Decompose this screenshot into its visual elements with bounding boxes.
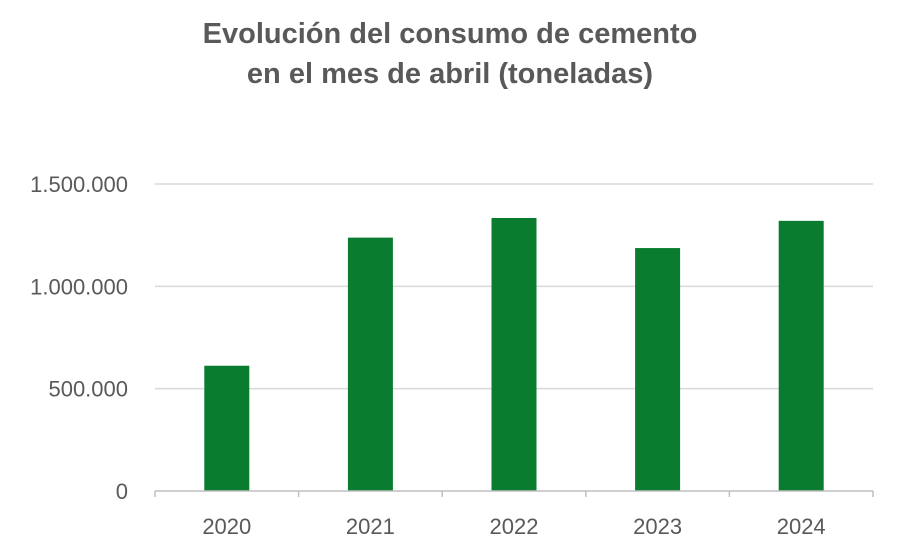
chart-title-line-2: en el mes de abril (toneladas) [246, 58, 654, 90]
y-tick-label: 1.000.000 [30, 274, 128, 299]
x-tick-label: 2023 [633, 514, 682, 539]
bar-2021 [347, 237, 393, 491]
x-tick-label: 2022 [490, 514, 539, 539]
bar-2024 [778, 220, 824, 491]
chart-title-line-1: Evolución del consumo de cemento [202, 18, 698, 50]
y-tick-label: 500.000 [48, 377, 128, 402]
y-tick-label: 1.500.000 [30, 172, 128, 197]
bar-2023 [635, 248, 681, 491]
chart-title: Evolución del consumo de cemento en el m… [0, 14, 900, 94]
x-axis [154, 490, 874, 497]
bars [204, 217, 824, 491]
y-axis-tick-labels: 0 500.000 1.000.000 1.500.000 [30, 172, 128, 504]
x-axis-tick-labels: 2020 2021 2022 2023 2024 [202, 514, 825, 539]
bar-2020 [204, 365, 250, 491]
x-tick-label: 2020 [202, 514, 251, 539]
x-tick-label: 2024 [777, 514, 826, 539]
x-tick-label: 2021 [346, 514, 395, 539]
bar-2022 [491, 217, 537, 491]
y-tick-label: 0 [116, 479, 128, 504]
